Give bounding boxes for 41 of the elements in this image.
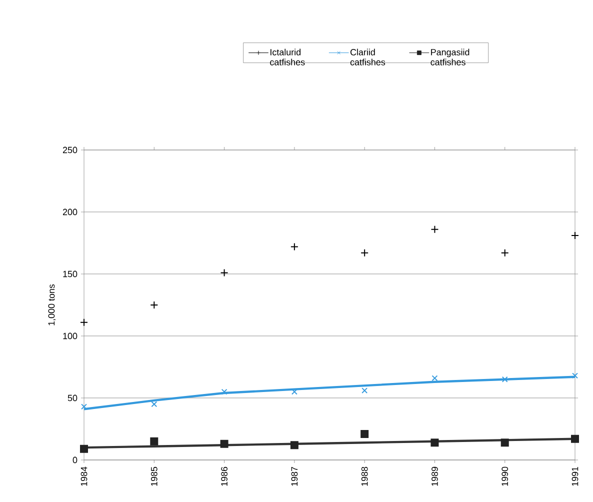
y-tick-label: 0 [72, 456, 78, 464]
x-tick-label: 1984 [80, 466, 88, 486]
x-tick-label: 1988 [361, 466, 368, 486]
y-tick-label: 50 [68, 394, 78, 402]
point [571, 232, 580, 240]
y-tick-label: 150 [63, 270, 78, 278]
point [500, 438, 509, 447]
legend-label: Clariid catfishes [350, 48, 386, 66]
point [500, 248, 509, 257]
point [360, 430, 369, 438]
point [81, 404, 87, 410]
point [362, 388, 368, 394]
x-tick-label: 1990 [502, 466, 508, 486]
x-tick-label: 1986 [221, 466, 228, 486]
y-tick-label: 100 [63, 332, 78, 340]
point [220, 268, 228, 277]
y-tick-label: 250 [62, 146, 78, 154]
y-axis-title: 1,000 tons [48, 284, 56, 326]
legend-label: Ictalurid catfishes [270, 48, 305, 66]
point [220, 440, 228, 448]
point [430, 225, 439, 234]
point [502, 376, 508, 382]
point [290, 242, 298, 251]
point [80, 318, 88, 326]
point [432, 375, 438, 382]
point [572, 372, 578, 379]
point [150, 437, 158, 446]
x-tick-label: 1989 [432, 466, 438, 486]
point [221, 388, 228, 395]
point [360, 248, 369, 257]
point [290, 441, 298, 450]
x-tick-label: 1987 [291, 466, 298, 486]
x-tick-label: 1991 [572, 466, 578, 486]
point [571, 434, 580, 443]
point [150, 300, 158, 309]
y-tick-label: 200 [62, 208, 78, 216]
x-tick-label: 1985 [150, 466, 158, 486]
point [151, 401, 158, 408]
legend-label: Pangasiid catfishes [430, 48, 470, 66]
point [430, 438, 439, 447]
point [80, 444, 88, 453]
